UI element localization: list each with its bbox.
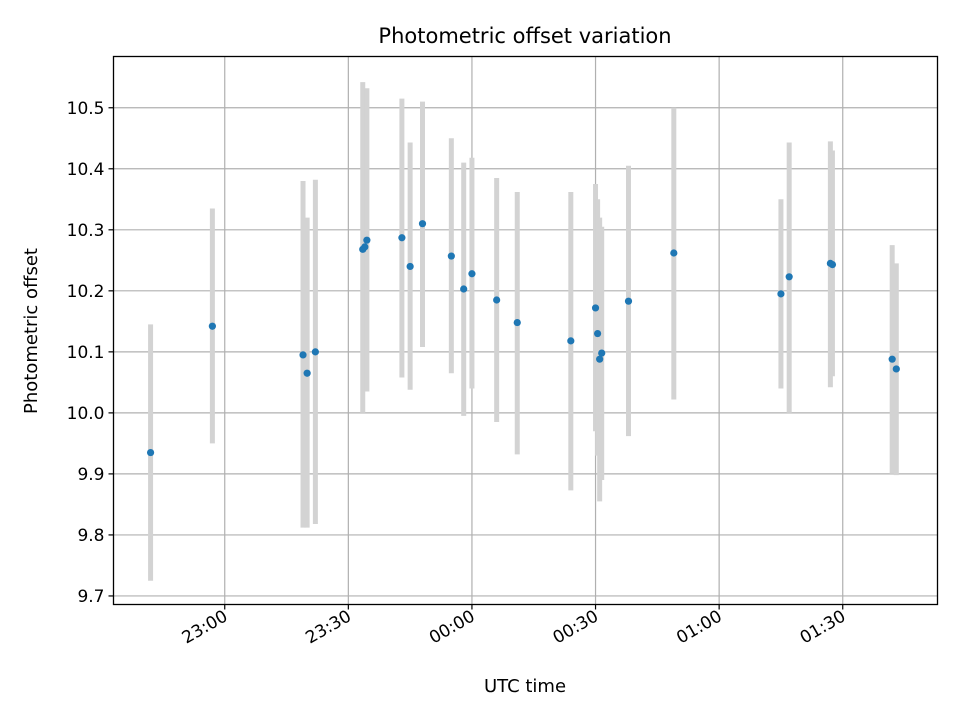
y-tick-label: 9.8	[77, 526, 104, 546]
y-tick-label: 9.7	[77, 587, 104, 607]
chart-title: Photometric offset variation	[378, 24, 671, 48]
y-tick-label: 10.0	[67, 404, 105, 424]
data-point	[892, 365, 900, 373]
grid-layer	[113, 56, 938, 605]
data-point	[447, 252, 455, 260]
data-point	[594, 329, 602, 338]
data-point	[398, 234, 406, 242]
y-tick-label: 10.5	[67, 99, 105, 119]
data-point	[468, 270, 476, 278]
data-point	[777, 290, 785, 298]
data-point	[598, 349, 606, 357]
x-axis-title: UTC time	[484, 676, 566, 697]
data-point	[670, 249, 678, 257]
data-point	[888, 355, 896, 363]
data-point	[591, 304, 600, 312]
data-point	[624, 297, 633, 305]
data-point	[418, 220, 427, 228]
y-tick-label: 10.3	[67, 221, 105, 241]
data-point	[299, 351, 307, 359]
data-point	[208, 322, 216, 330]
data-point	[567, 337, 575, 345]
data-point	[146, 448, 155, 457]
y-tick-label: 10.1	[67, 343, 105, 363]
data-point	[785, 273, 793, 281]
data-point	[303, 369, 311, 377]
data-point	[311, 348, 319, 356]
data-point	[828, 260, 837, 269]
point-layer	[146, 220, 900, 457]
data-point	[363, 236, 371, 244]
data-point	[596, 355, 604, 363]
y-tick-label: 10.4	[67, 160, 105, 180]
data-point	[493, 296, 501, 304]
y-tick-label: 9.9	[77, 465, 104, 485]
data-point	[406, 262, 414, 271]
data-point	[513, 318, 521, 327]
data-point	[460, 285, 468, 293]
data-point	[361, 243, 369, 251]
y-tick-label: 10.2	[67, 282, 105, 302]
plot-area-frame	[112, 55, 939, 606]
y-axis-title: Photometric offset	[21, 248, 42, 414]
